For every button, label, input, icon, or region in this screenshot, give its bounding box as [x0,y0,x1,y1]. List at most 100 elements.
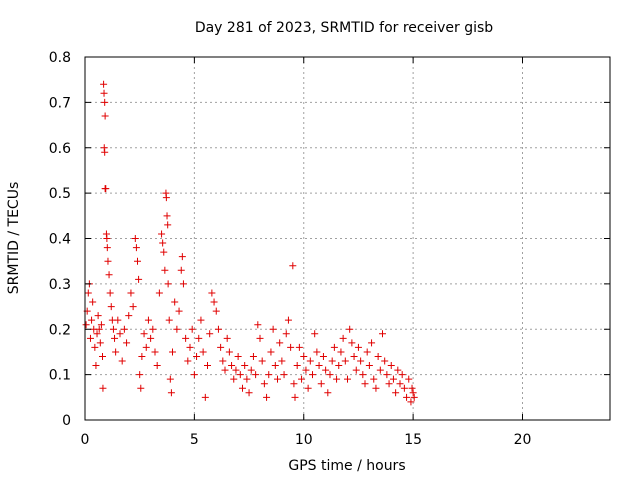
data-point [160,248,168,256]
data-point [289,262,297,270]
data-point [165,316,173,324]
x-tick-label: 10 [295,432,313,448]
data-point [302,366,310,374]
data-point [100,80,108,88]
data-point [309,371,316,379]
data-point [97,321,105,329]
data-point [212,307,220,315]
data-point [214,325,222,333]
data-point [91,343,99,351]
data-point [389,375,397,383]
data-point [300,352,308,360]
data-point [313,348,321,356]
data-point [392,389,400,397]
data-point [164,221,172,229]
data-point [368,339,376,347]
data-point [158,230,166,238]
y-tick-label: 0.4 [49,232,71,248]
tick-labels: 0 0.1 0.2 0.3 0.4 0.5 0.6 0.7 0.8 0 5 10 15 20 [49,50,532,448]
data-point [137,384,145,392]
data-point [298,375,306,383]
data-point [140,330,148,338]
data-point [103,235,111,242]
data-point [104,257,112,265]
axis-ticks [84,56,610,421]
data-point [197,316,205,324]
data-point [271,362,279,370]
data-point [337,348,345,356]
x-tick-label: 5 [190,432,199,448]
data-point [123,339,131,347]
data-point [109,325,117,333]
data-point [131,235,139,242]
data-point [116,330,124,338]
data-point [326,371,334,379]
data-point [346,325,354,333]
data-point [258,357,266,365]
data-point [276,339,284,347]
data-point [374,352,382,360]
data-point [232,366,240,374]
data-point [370,375,378,383]
data-point [236,371,244,379]
x-tick-label: 15 [404,432,422,448]
data-point [138,352,146,360]
data-point [82,321,90,329]
data-point [403,393,411,401]
data-point [317,380,325,388]
data-point [282,330,290,338]
data-point [352,366,360,374]
data-point [363,348,371,356]
data-point [178,253,186,261]
data-point [114,316,122,324]
x-tick-label: 20 [514,432,532,448]
data-point [350,352,358,360]
data-point [354,343,362,351]
data-point [265,371,273,379]
y-tick-label: 0.3 [49,277,71,293]
data-point [365,362,373,370]
data-point [295,343,303,351]
data-point [339,334,347,342]
data-point [188,325,196,333]
data-points [82,80,418,406]
data-point [379,330,386,338]
data-point [221,366,229,374]
data-point [101,112,109,120]
data-point [125,312,133,320]
data-point [182,334,190,342]
data-point [208,289,216,297]
data-point [155,289,163,297]
data-point [175,307,183,315]
grid-lines [85,57,610,420]
data-point [163,212,171,220]
data-point [407,398,415,406]
data-point [217,343,225,351]
data-point [324,389,332,397]
data-point [201,393,209,401]
data-point [372,384,380,392]
data-point [247,366,255,374]
data-point [105,271,113,279]
data-point [101,98,109,106]
data-point [93,330,101,338]
data-point [254,321,262,329]
data-point [111,334,119,342]
data-point [252,371,260,379]
data-point [89,298,97,306]
data-point [103,244,111,252]
data-point [335,362,343,370]
y-tick-label: 0.5 [49,186,71,202]
data-point [322,366,330,374]
data-point [408,384,416,392]
data-point [147,334,155,342]
data-point [135,275,143,283]
data-point [88,316,96,324]
data-point [99,384,107,392]
y-tick-label: 0 [62,413,71,429]
data-point [167,389,175,397]
data-point [127,289,135,297]
x-axis-title: GPS time / hours [288,458,405,474]
data-point [195,334,203,342]
data-point [341,357,349,365]
